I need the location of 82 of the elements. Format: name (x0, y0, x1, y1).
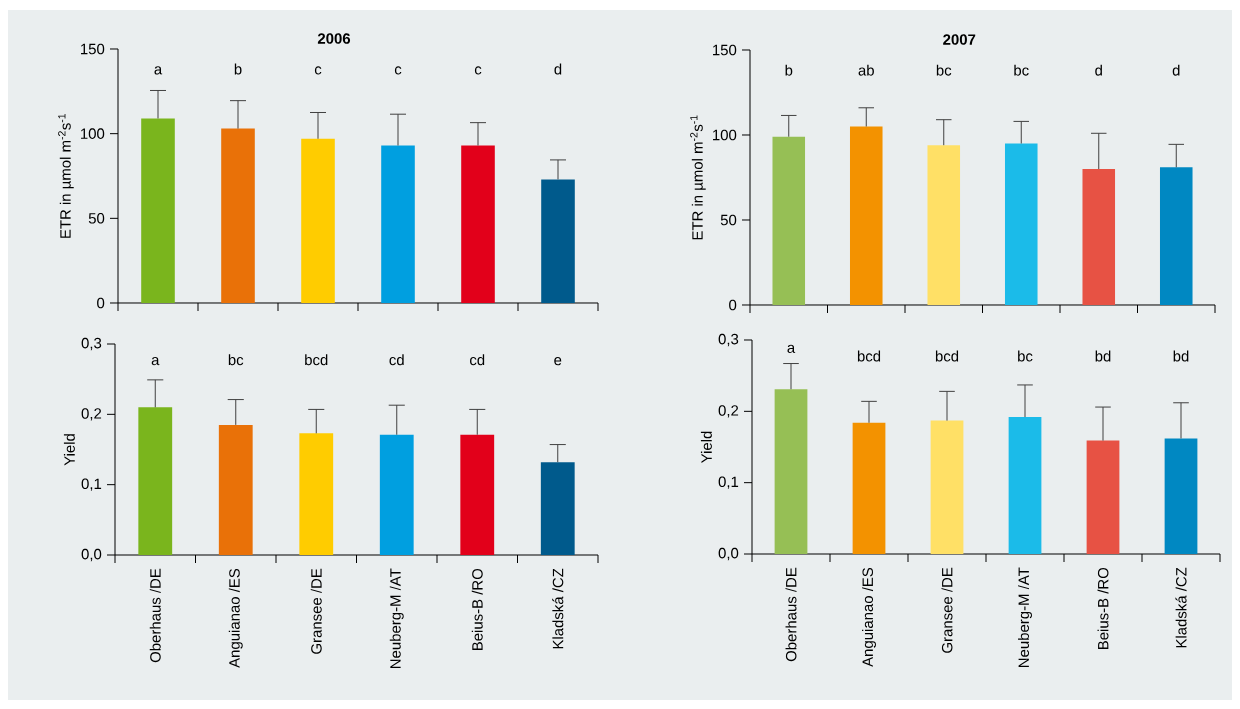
y-tick-label: 0,2 (718, 405, 739, 418)
annotation: b (785, 64, 793, 76)
bar (461, 145, 495, 303)
bar (138, 407, 173, 555)
bar (852, 422, 886, 554)
annotation: bcd (305, 354, 328, 366)
y-axis-title: ETR in µmol m$^{-2}$s$^{-1}$ (58, 113, 74, 238)
x-tick-label: Gransee /DE (941, 567, 953, 653)
y-tick-label: 50 (88, 213, 105, 224)
annotation: c (474, 66, 482, 75)
bar (1008, 417, 1042, 554)
bar (772, 136, 806, 305)
x-tick-label: Kladská /CZ (552, 568, 564, 649)
bar (379, 434, 414, 555)
y-tick-label: 50 (720, 214, 737, 226)
x-tick-label: Anguianao /ES (862, 567, 876, 667)
y-axis-title: Yield (700, 431, 712, 464)
x-tick-label: Beius-B /RO (1097, 567, 1109, 650)
x-tick-label: Beius-B /RO (471, 568, 483, 651)
bar (460, 434, 495, 555)
bar (1086, 440, 1120, 554)
y-tick-label: 0 (729, 299, 737, 311)
y-axis-title: Yield (63, 434, 75, 466)
annotation: bcd (935, 350, 959, 362)
bar (1004, 143, 1038, 305)
x-tick-label: Neuberg-M /AT (1018, 567, 1032, 667)
bar (221, 128, 255, 303)
y-tick-label: 0,0 (81, 548, 102, 562)
annotation: c (394, 66, 402, 75)
bar (1159, 167, 1193, 305)
bar (299, 433, 334, 555)
x-tick-label: Oberhaus /DE (149, 568, 161, 663)
x-tick-label: Kladská /CZ (1175, 567, 1187, 648)
x-tick-label: Neuberg-M /AT (389, 568, 404, 668)
annotation: c (314, 66, 322, 75)
annotation: e (554, 357, 562, 366)
bar (930, 420, 964, 554)
annotation: bd (1173, 350, 1189, 362)
y-tick-label: 0 (97, 297, 105, 309)
bar (849, 126, 883, 305)
annotation: b (234, 63, 242, 75)
x-tick-label: Gransee /DE (310, 568, 322, 654)
annotation: a (787, 344, 796, 353)
y-tick-label: 100 (81, 128, 105, 139)
y-tick-label: 150 (81, 43, 105, 55)
bar (381, 145, 415, 303)
y-tick-label: 100 (713, 129, 737, 141)
annotation: ab (858, 64, 874, 76)
annotation: d (1095, 64, 1102, 76)
annotation: a (151, 357, 160, 366)
bar (774, 389, 808, 554)
annotation: bc (228, 354, 244, 366)
annotation: bc (1018, 350, 1033, 362)
bar (540, 462, 575, 555)
annotation: bc (1014, 64, 1029, 76)
bar (218, 424, 253, 555)
x-tick-label: Oberhaus /DE (785, 567, 797, 662)
y-tick-label: 0,3 (718, 333, 739, 347)
bar (927, 145, 961, 305)
annotation: a (154, 66, 163, 75)
y-tick-label: 0,3 (81, 337, 102, 351)
y-tick-label: 0,1 (718, 476, 739, 489)
bar (541, 179, 575, 303)
y-axis-title: ETR in µmol m$^{-2}$s$^{-1}$ (690, 115, 706, 240)
bar (301, 138, 335, 303)
chart-title: 2006 (317, 33, 351, 44)
y-tick-label: 0,2 (81, 408, 102, 421)
x-tick-label: Anguianao /ES (228, 568, 243, 668)
y-tick-label: 0,1 (81, 478, 102, 491)
annotation: bc (936, 64, 952, 76)
annotation: d (1172, 64, 1180, 76)
annotation: d (554, 63, 562, 75)
y-tick-label: 150 (713, 44, 737, 56)
bar (1164, 438, 1198, 554)
annotation: bcd (857, 350, 881, 362)
bar (141, 118, 175, 303)
bar (1082, 168, 1116, 305)
annotation: cd (470, 354, 485, 366)
annotation: cd (389, 354, 404, 366)
chart-title: 2007 (943, 34, 976, 45)
y-tick-label: 0,0 (718, 547, 739, 561)
annotation: bd (1095, 350, 1111, 362)
